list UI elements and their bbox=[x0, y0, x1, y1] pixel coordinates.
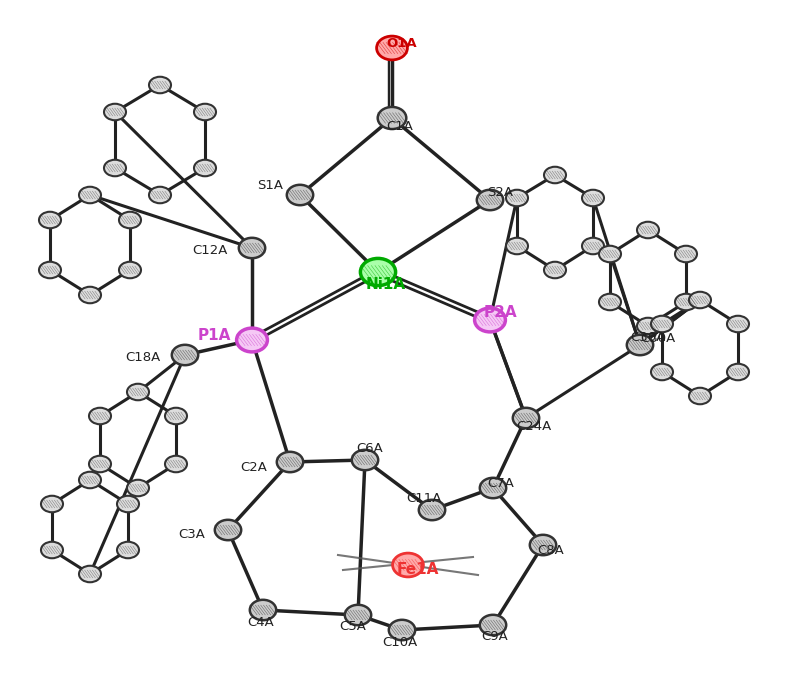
Ellipse shape bbox=[675, 294, 697, 310]
Ellipse shape bbox=[389, 620, 415, 640]
Text: C24A: C24A bbox=[517, 420, 552, 433]
Text: C2A: C2A bbox=[240, 460, 268, 473]
Text: C8A: C8A bbox=[538, 544, 564, 557]
Ellipse shape bbox=[41, 495, 63, 512]
Ellipse shape bbox=[345, 605, 371, 625]
Text: C30A: C30A bbox=[640, 331, 675, 344]
Ellipse shape bbox=[117, 542, 139, 558]
Ellipse shape bbox=[599, 294, 621, 310]
Text: C1A: C1A bbox=[386, 119, 414, 132]
Ellipse shape bbox=[194, 104, 216, 120]
Ellipse shape bbox=[79, 287, 101, 303]
Ellipse shape bbox=[637, 221, 659, 238]
Ellipse shape bbox=[637, 318, 659, 334]
Ellipse shape bbox=[236, 328, 268, 352]
Ellipse shape bbox=[378, 107, 407, 129]
Ellipse shape bbox=[651, 364, 673, 380]
Ellipse shape bbox=[194, 160, 216, 176]
Ellipse shape bbox=[476, 190, 503, 210]
Ellipse shape bbox=[104, 104, 126, 120]
Ellipse shape bbox=[149, 77, 171, 93]
Ellipse shape bbox=[119, 262, 141, 278]
Ellipse shape bbox=[675, 246, 697, 262]
Ellipse shape bbox=[475, 308, 506, 332]
Ellipse shape bbox=[89, 408, 111, 424]
Text: Ni1A: Ni1A bbox=[366, 277, 406, 291]
Ellipse shape bbox=[352, 450, 378, 470]
Ellipse shape bbox=[172, 345, 198, 365]
Ellipse shape bbox=[165, 408, 187, 424]
Ellipse shape bbox=[544, 167, 566, 184]
Text: C7A: C7A bbox=[487, 477, 514, 489]
Ellipse shape bbox=[119, 212, 141, 228]
Text: S1A: S1A bbox=[257, 179, 283, 192]
Ellipse shape bbox=[480, 615, 506, 635]
Ellipse shape bbox=[506, 238, 528, 254]
Ellipse shape bbox=[79, 472, 101, 489]
Text: C12A: C12A bbox=[192, 244, 228, 257]
Ellipse shape bbox=[419, 500, 445, 520]
Ellipse shape bbox=[41, 542, 63, 558]
Ellipse shape bbox=[599, 246, 621, 262]
Ellipse shape bbox=[377, 36, 407, 60]
Text: O1A: O1A bbox=[387, 37, 418, 50]
Ellipse shape bbox=[89, 456, 111, 472]
Ellipse shape bbox=[530, 535, 557, 555]
Ellipse shape bbox=[582, 238, 604, 254]
Text: P2A: P2A bbox=[484, 304, 517, 319]
Text: C3A: C3A bbox=[178, 529, 206, 542]
Ellipse shape bbox=[79, 187, 101, 204]
Ellipse shape bbox=[39, 262, 61, 278]
Ellipse shape bbox=[506, 190, 528, 206]
Ellipse shape bbox=[250, 600, 276, 620]
Ellipse shape bbox=[277, 452, 303, 472]
Ellipse shape bbox=[149, 187, 171, 204]
Text: Fe1A: Fe1A bbox=[396, 562, 439, 578]
Ellipse shape bbox=[480, 477, 506, 498]
Ellipse shape bbox=[626, 335, 653, 355]
Text: C18A: C18A bbox=[126, 351, 161, 364]
Ellipse shape bbox=[287, 185, 313, 205]
Text: C10A: C10A bbox=[382, 635, 418, 649]
Ellipse shape bbox=[104, 160, 126, 176]
Text: C9A: C9A bbox=[482, 631, 509, 644]
Ellipse shape bbox=[513, 408, 539, 428]
Ellipse shape bbox=[239, 238, 265, 258]
Ellipse shape bbox=[651, 316, 673, 333]
Text: S2A: S2A bbox=[487, 186, 513, 199]
Ellipse shape bbox=[727, 316, 749, 333]
Ellipse shape bbox=[127, 384, 149, 400]
Text: C11A: C11A bbox=[407, 491, 442, 504]
Ellipse shape bbox=[544, 262, 566, 278]
Ellipse shape bbox=[215, 520, 241, 540]
Text: P1A: P1A bbox=[197, 328, 231, 342]
Ellipse shape bbox=[39, 212, 61, 228]
Text: C4A: C4A bbox=[247, 615, 275, 629]
Text: C6A: C6A bbox=[356, 442, 383, 455]
Ellipse shape bbox=[582, 190, 604, 206]
Ellipse shape bbox=[79, 566, 101, 582]
Ellipse shape bbox=[689, 388, 711, 404]
Ellipse shape bbox=[727, 364, 749, 380]
Ellipse shape bbox=[689, 292, 711, 308]
Ellipse shape bbox=[392, 553, 423, 577]
Ellipse shape bbox=[360, 258, 396, 286]
Ellipse shape bbox=[165, 456, 187, 472]
Ellipse shape bbox=[117, 495, 139, 512]
Text: C5A: C5A bbox=[340, 620, 367, 633]
Ellipse shape bbox=[127, 480, 149, 496]
Text: C30A: C30A bbox=[630, 331, 666, 344]
